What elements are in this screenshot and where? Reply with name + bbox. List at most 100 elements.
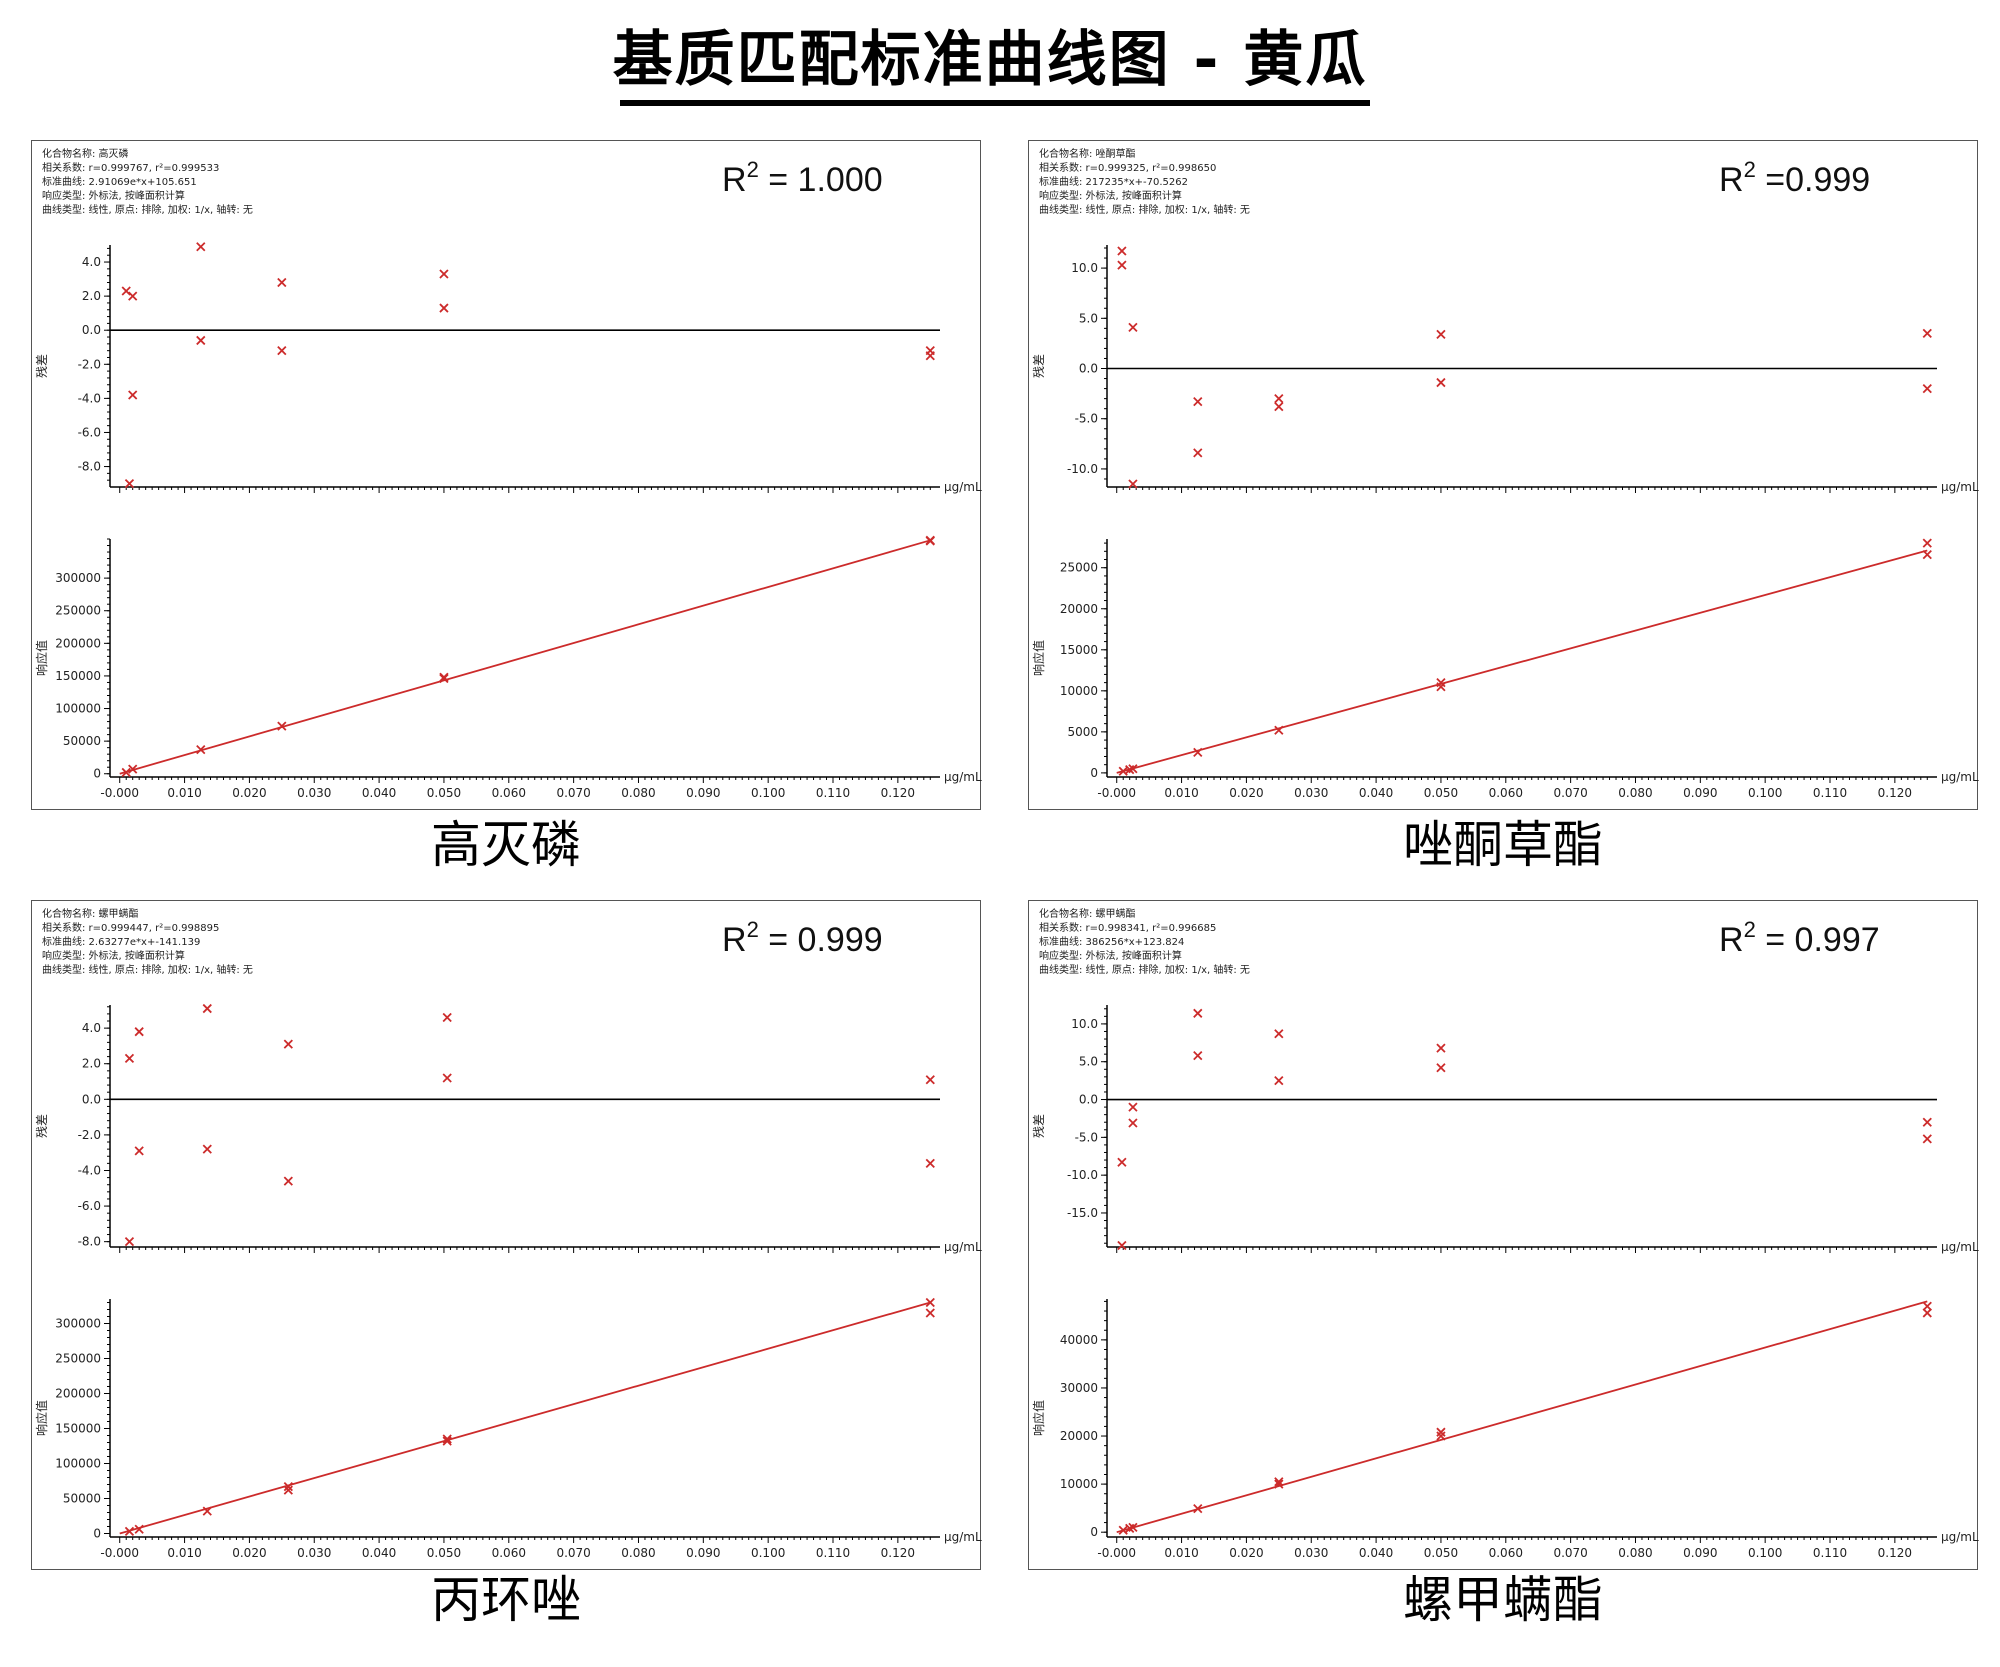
residual-point <box>202 1144 212 1154</box>
response-point <box>439 673 449 684</box>
x-tick-label: 0.110 <box>816 1546 850 1560</box>
response-y-tick-label: 40000 <box>1060 1333 1098 1347</box>
response-point <box>1436 1427 1446 1437</box>
response-y-tick-label: 10000 <box>1060 1477 1098 1491</box>
x-tick-label: 0.010 <box>167 1546 201 1560</box>
title-underline <box>620 100 1370 106</box>
r-squared-label: R2 = 1.000 <box>722 157 883 199</box>
x-tick-label: 0.080 <box>1618 1546 1652 1560</box>
x-tick-label: 0.100 <box>751 1546 785 1560</box>
r-squared-prefix: R <box>722 921 747 959</box>
r-squared-value: = 0.999 <box>759 921 883 959</box>
info-line: 化合物名称: 高灭磷 <box>42 147 129 160</box>
r-squared-superscript: 2 <box>747 157 759 182</box>
residual-unit-label: μg/mL <box>944 480 982 494</box>
residual-y-tick-label: -2.0 <box>78 357 101 371</box>
x-tick-label: 0.040 <box>362 1546 396 1560</box>
residual-point <box>134 1146 144 1156</box>
response-point <box>1128 1522 1138 1533</box>
residual-unit-label: μg/mL <box>1941 1240 1979 1254</box>
chart-caption-4: 螺甲螨酯 <box>1403 1571 1603 1629</box>
response-y-tick-label: 200000 <box>55 636 101 650</box>
response-point <box>202 1506 212 1516</box>
response-y-tick-label: 250000 <box>55 1352 101 1366</box>
response-y-tick-label: 50000 <box>63 734 101 748</box>
info-line: 标准曲线: 386256*x+123.824 <box>1039 935 1184 948</box>
residual-point <box>1128 1102 1138 1112</box>
x-tick-label: 0.120 <box>881 786 915 800</box>
residual-point <box>1436 329 1446 340</box>
response-y-tick-label: 100000 <box>55 702 101 716</box>
residual-y-tick-label: 0.0 <box>1079 362 1098 376</box>
r-squared-value: =0.999 <box>1756 161 1870 199</box>
response-point <box>925 1297 935 1308</box>
response-y-tick-label: 300000 <box>55 1317 101 1331</box>
response-point <box>442 1434 452 1444</box>
x-tick-label: 0.060 <box>492 1546 526 1560</box>
residual-point <box>1193 397 1203 407</box>
x-tick-label: 0.050 <box>427 786 461 800</box>
residual-y-tick-label: 4.0 <box>82 1021 101 1035</box>
response-point <box>1274 1477 1284 1487</box>
r-squared-prefix: R <box>1719 921 1744 959</box>
residual-point <box>124 1237 135 1247</box>
x-tick-label: 0.100 <box>1748 786 1782 800</box>
residual-point <box>121 286 131 296</box>
info-line: 响应类型: 外标法, 按峰面积计算 <box>42 949 185 962</box>
x-tick-label: 0.030 <box>1294 786 1328 800</box>
x-tick-label: 0.110 <box>816 786 850 800</box>
chart-panel-1: 化合物名称: 高灭磷 相关系数: r=0.999767, r²=0.999533 标… <box>31 140 982 810</box>
info-line: 标准曲线: 2.91069e*x+105.651 <box>42 175 197 188</box>
response-point <box>277 721 287 731</box>
residual-y-tick-label: -6.0 <box>78 1199 101 1213</box>
x-tick-label: 0.010 <box>1164 1546 1198 1560</box>
fit-line <box>119 539 931 775</box>
x-tick-label: 0.090 <box>1683 786 1717 800</box>
residual-y-tick-label: -15.0 <box>1067 1206 1098 1220</box>
residual-y-tick-label: 2.0 <box>82 1057 101 1071</box>
info-line: 相关系数: r=0.999767, r²=0.999533 <box>42 161 219 174</box>
response-point <box>1118 1525 1128 1535</box>
x-tick-label: 0.050 <box>427 1546 461 1560</box>
r-squared-value: = 0.997 <box>1756 921 1880 959</box>
residual-point <box>1117 246 1127 256</box>
residual-y-tick-label: 5.0 <box>1079 1055 1098 1069</box>
residual-y-tick-label: 10.0 <box>1071 1017 1098 1031</box>
info-line: 化合物名称: 螺甲螨酯 <box>42 907 139 920</box>
x-tick-label: 0.020 <box>1229 786 1263 800</box>
x-tick-label: 0.060 <box>492 786 526 800</box>
response-y-tick-label: 50000 <box>63 1492 101 1506</box>
x-tick-label: 0.120 <box>1878 1546 1912 1560</box>
x-tick-label: 0.030 <box>297 786 331 800</box>
response-point <box>1128 764 1138 774</box>
response-point <box>283 1481 293 1492</box>
residual-axis-label: 残差 <box>35 1114 49 1138</box>
response-point <box>1436 677 1446 688</box>
info-line: 相关系数: r=0.998341, r²=0.996685 <box>1039 921 1216 934</box>
residual-y-tick-label: -8.0 <box>78 1235 101 1249</box>
response-y-tick-label: 25000 <box>1060 561 1098 575</box>
info-line: 曲线类型: 线性, 原点: 排除, 加权: 1/x, 轴转: 无 <box>1039 203 1250 216</box>
x-tick-label: 0.020 <box>232 1546 266 1560</box>
x-tick-label: 0.070 <box>1553 786 1587 800</box>
residual-point <box>1128 479 1138 489</box>
info-line: 响应类型: 外标法, 按峰面积计算 <box>1039 189 1182 202</box>
residual-y-tick-label: -10.0 <box>1067 462 1098 476</box>
residual-y-tick-label: -4.0 <box>78 391 101 405</box>
x-tick-label: 0.070 <box>556 786 590 800</box>
residual-y-tick-label: 4.0 <box>82 255 101 269</box>
residual-point <box>1193 1051 1203 1061</box>
response-y-tick-label: 250000 <box>55 604 101 618</box>
response-y-tick-label: 10000 <box>1060 684 1098 698</box>
residual-point <box>283 1176 293 1186</box>
response-point <box>439 672 449 682</box>
response-y-tick-label: 100000 <box>55 1457 101 1471</box>
info-line: 相关系数: r=0.999325, r²=0.998650 <box>1039 161 1216 174</box>
r-squared-label: R2 = 0.999 <box>722 917 883 959</box>
info-line: 曲线类型: 线性, 原点: 排除, 加权: 1/x, 轴转: 无 <box>42 203 253 216</box>
response-axis-label: 响应值 <box>1031 640 1046 676</box>
residual-y-tick-label: -4.0 <box>78 1163 101 1177</box>
r-squared-prefix: R <box>722 161 747 199</box>
